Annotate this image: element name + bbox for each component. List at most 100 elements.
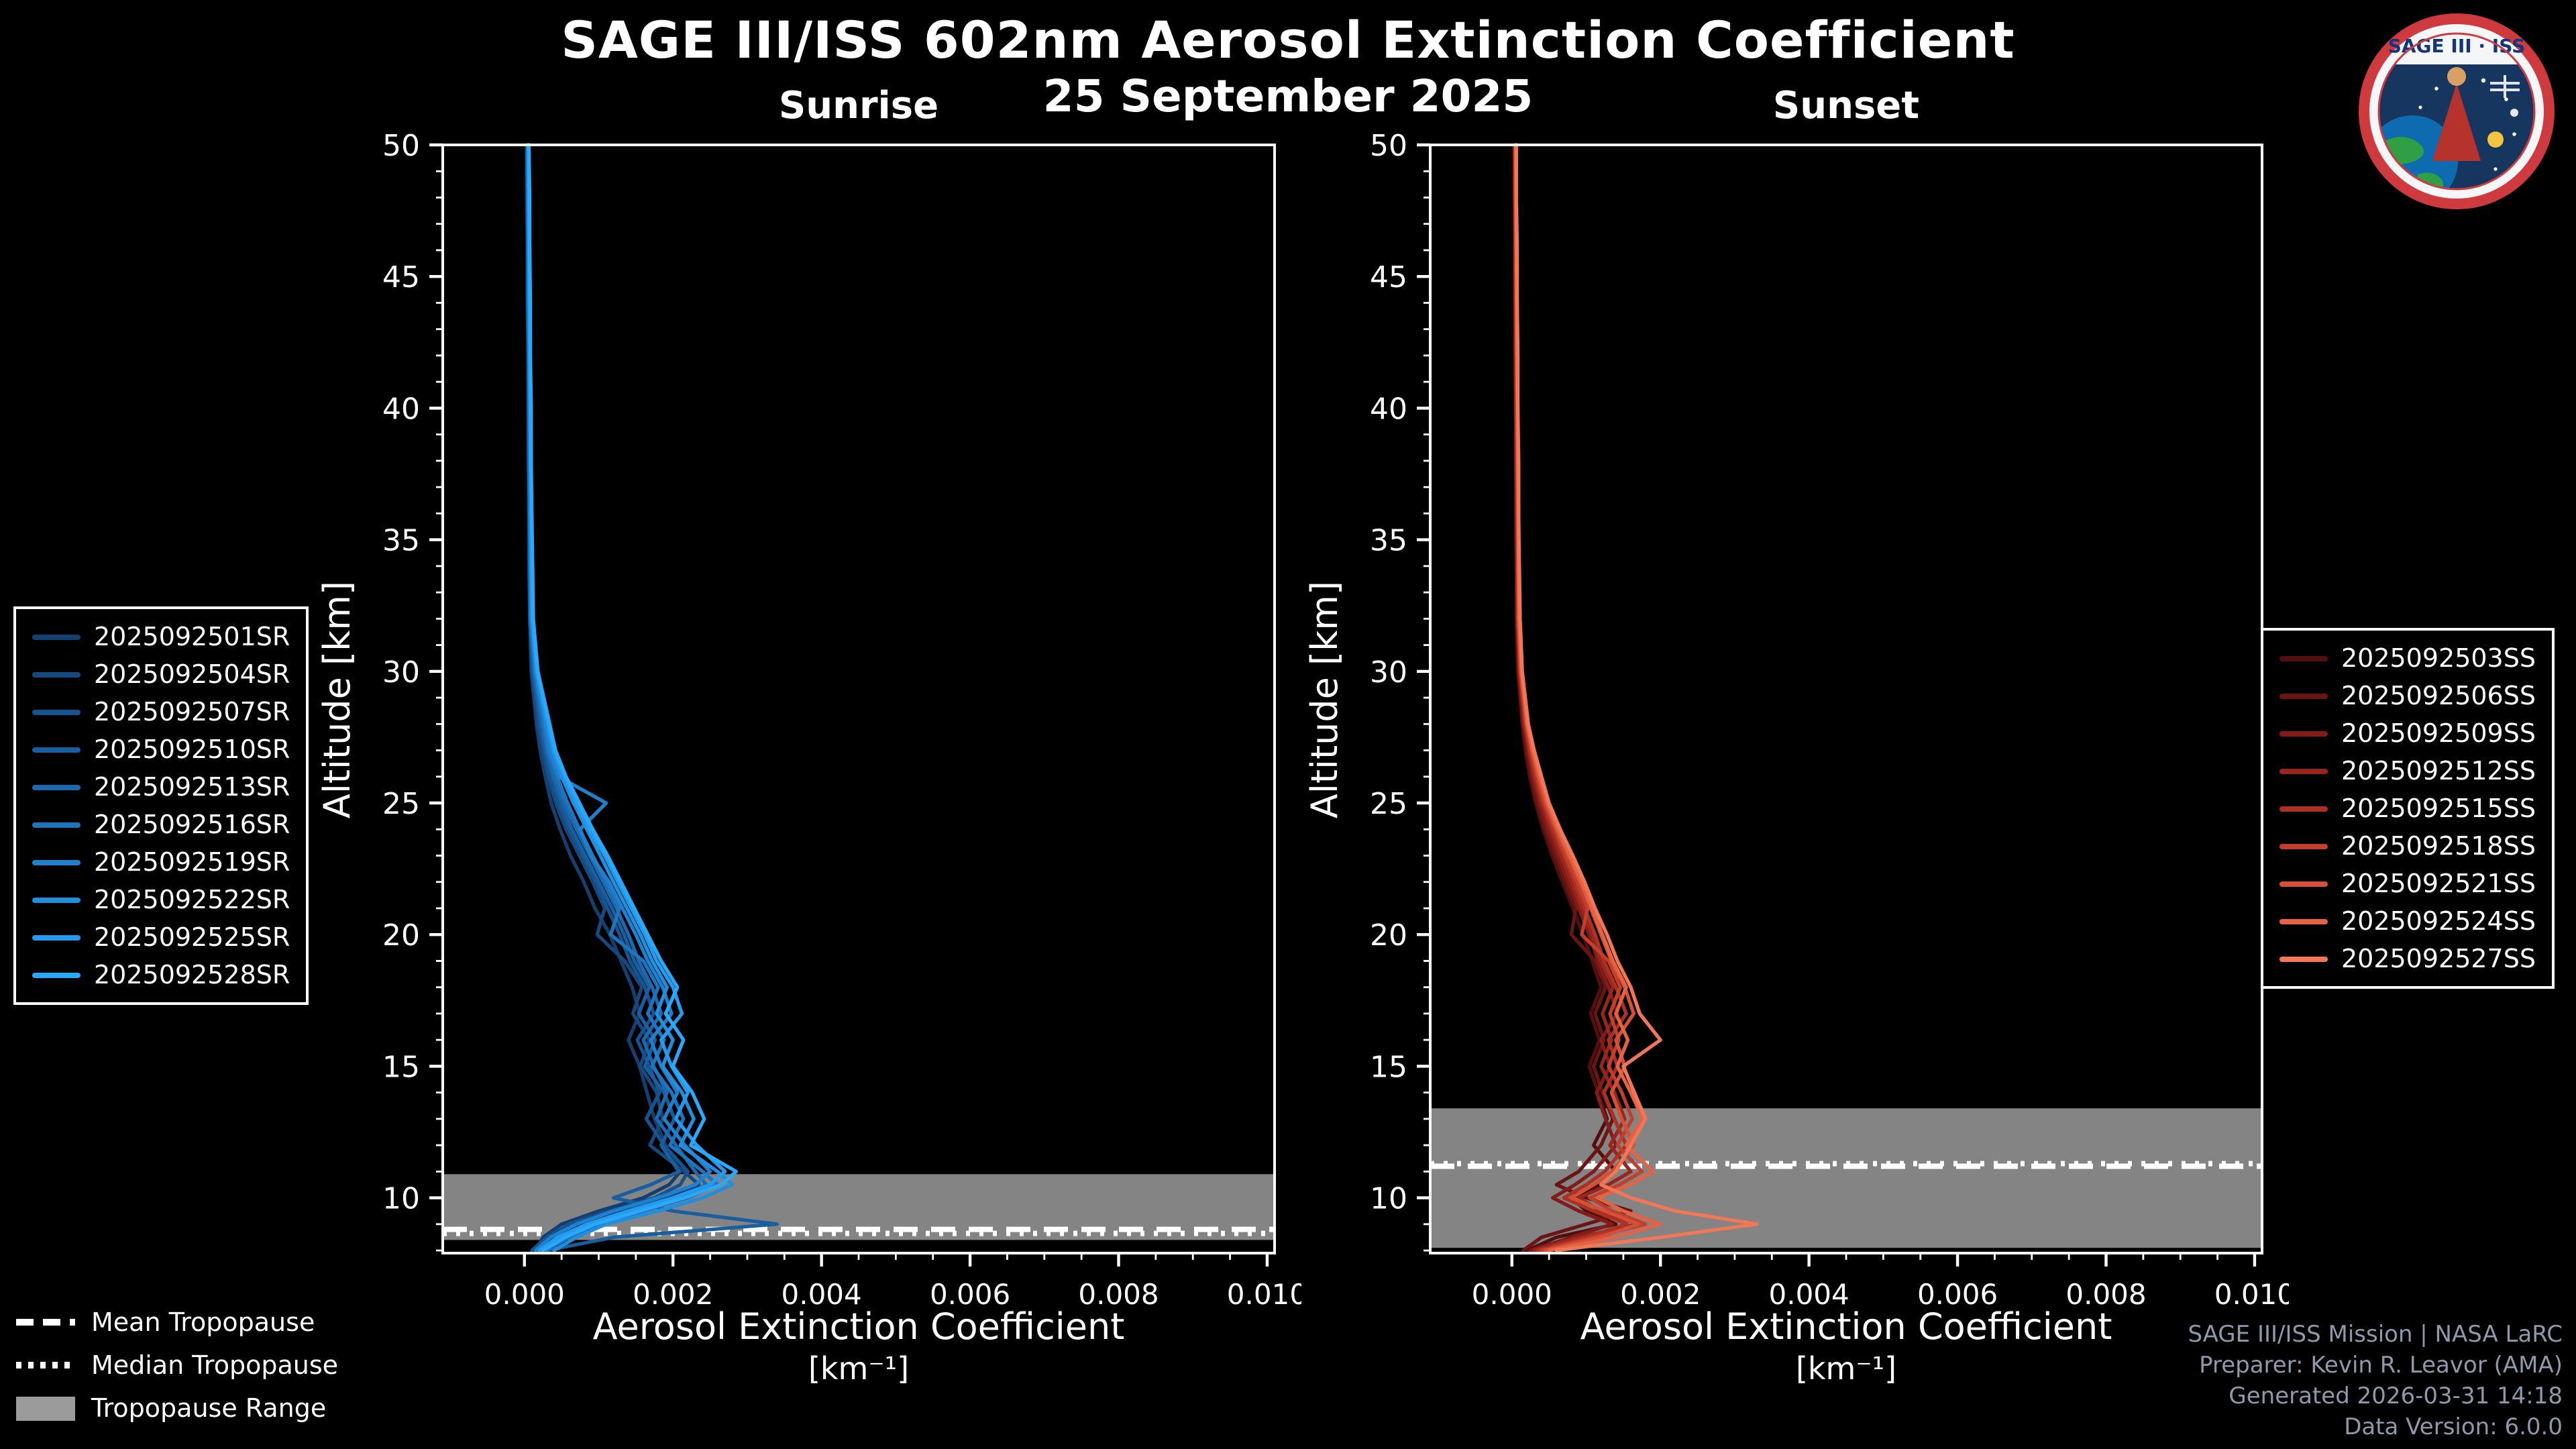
x-tick-label: 0.010 xyxy=(1227,1278,1301,1311)
y-tick-label: 40 xyxy=(382,392,420,426)
legend-label: 2025092518SS xyxy=(2341,831,2536,861)
legend-item: 2025092516SR xyxy=(32,808,290,841)
x-tick-label: 0.006 xyxy=(1917,1278,1998,1311)
profile-line-2025092509SS xyxy=(1513,143,1619,1252)
legend-item: 2025092525SR xyxy=(32,920,290,954)
legend-item: 2025092503SS xyxy=(2279,641,2536,675)
legend-label: 2025092510SR xyxy=(94,735,290,764)
tropopause-legend: Mean Tropopause Median Tropopause Tropopau… xyxy=(16,1304,338,1426)
tropopause-legend-label: Median Tropopause xyxy=(91,1350,338,1380)
x-tick-label: 0.004 xyxy=(782,1278,862,1311)
y-tick-label: 15 xyxy=(382,1050,420,1084)
legend-line-swatch xyxy=(2279,693,2328,698)
legend-item: 2025092507SR xyxy=(32,695,290,729)
legend-line-swatch xyxy=(2279,956,2328,961)
legend-line-swatch xyxy=(32,672,80,677)
dashed-swatch xyxy=(16,1319,75,1326)
legend-line-swatch xyxy=(32,972,80,977)
legend-label: 2025092501SR xyxy=(94,622,290,651)
legend-line-swatch xyxy=(2279,655,2328,661)
footer-credits: SAGE III/ISS Mission | NASA LaRC Preparer… xyxy=(2188,1320,2563,1444)
profile-line-2025092516SR xyxy=(526,143,720,1252)
y-tick-label: 10 xyxy=(1370,1182,1407,1216)
legend-line-swatch xyxy=(32,897,80,902)
legend-label: 2025092509SS xyxy=(2341,718,2536,748)
legend-label: 2025092521SS xyxy=(2341,869,2536,898)
legend-label: 2025092527SS xyxy=(2341,944,2536,973)
y-tick-label: 50 xyxy=(1370,129,1407,163)
x-tick-label: 0.008 xyxy=(1078,1278,1159,1311)
legend-label: 2025092503SS xyxy=(2341,643,2536,673)
logo-field xyxy=(2379,34,2534,189)
footer-line: Preparer: Kevin R. Leavor (AMA) xyxy=(2199,1352,2563,1379)
legend-label: 2025092516SR xyxy=(94,810,290,839)
legend-line-swatch xyxy=(32,784,80,790)
legend-label: 2025092504SR xyxy=(94,659,290,689)
logo-iss-sketch xyxy=(2490,75,2520,98)
logo-title-text: SAGE III · ISS xyxy=(2388,35,2526,57)
band-swatch xyxy=(16,1396,75,1420)
legend-line-swatch xyxy=(2279,881,2328,886)
profile-line-2025092506SS xyxy=(1512,143,1633,1252)
legend-item: 2025092506SS xyxy=(2279,679,2536,712)
legend-item: 2025092504SR xyxy=(32,657,290,691)
legend-line-swatch xyxy=(32,934,80,940)
figure-date: 25 September 2025 xyxy=(1042,70,1534,122)
legend-item: 2025092522SR xyxy=(32,883,290,916)
legend-item: 2025092524SS xyxy=(2279,904,2536,938)
footer-line: Data Version: 6.0.0 xyxy=(2344,1414,2563,1441)
profile-line-2025092527SS xyxy=(1514,143,1759,1252)
figure-title: SAGE III/ISS 602nm Aerosol Extinction Co… xyxy=(561,11,2015,70)
legend-line-swatch xyxy=(32,859,80,865)
sunrise-legend: 2025092501SR 2025092504SR 2025092507SR 2025… xyxy=(13,606,309,1005)
y-tick-label: 35 xyxy=(1370,524,1407,558)
x-tick-label: 0.008 xyxy=(2065,1278,2146,1311)
profile-line-2025092513SR xyxy=(525,143,708,1252)
profile-line-2025092521SS xyxy=(1513,143,1640,1252)
y-tick-label: 30 xyxy=(382,655,420,690)
y-tick-label: 40 xyxy=(1370,392,1407,426)
y-tick-label: 20 xyxy=(382,918,420,953)
x-tick-label: 0.002 xyxy=(633,1278,713,1311)
x-tick-label: 0.002 xyxy=(1620,1278,1701,1311)
legend-item: 2025092513SR xyxy=(32,770,290,804)
legend-item: 2025092518SS xyxy=(2279,829,2536,863)
legend-item: 2025092515SS xyxy=(2279,792,2536,825)
sunrise-x-axis-label: Aerosol Extinction Coefficient xyxy=(592,1307,1125,1348)
x-tick-label: 0.000 xyxy=(1472,1278,1552,1311)
legend-item: 2025092510SR xyxy=(32,733,290,766)
y-tick-label: 50 xyxy=(382,129,420,163)
y-tick-label: 45 xyxy=(382,260,420,294)
logo-figure xyxy=(2432,83,2481,161)
tropopause-legend-item: Tropopause Range xyxy=(16,1390,338,1426)
legend-label: 2025092512SS xyxy=(2341,756,2536,786)
legend-label: 2025092507SR xyxy=(94,697,290,727)
sunset-legend: 2025092503SS 2025092506SS 2025092509SS 2025… xyxy=(2260,628,2555,989)
legend-label: 2025092528SR xyxy=(94,960,290,989)
legend-item: 2025092528SR xyxy=(32,958,290,991)
legend-item: 2025092509SS xyxy=(2279,716,2536,750)
x-tick-label: 0.006 xyxy=(930,1278,1010,1311)
legend-item: 2025092527SS xyxy=(2279,942,2536,975)
sunrise-panel-title: Sunrise xyxy=(778,83,939,127)
y-tick-label: 15 xyxy=(1370,1050,1407,1084)
profile-line-2025092525SR xyxy=(527,143,727,1252)
tropopause-legend-item: Median Tropopause xyxy=(16,1347,338,1383)
profile-line-2025092528SR xyxy=(527,143,739,1252)
legend-label: 2025092524SS xyxy=(2341,906,2536,936)
legend-line-swatch xyxy=(2279,918,2328,924)
legend-label: 2025092519SR xyxy=(94,847,290,877)
sunrise-plot: 10 15 20 25 30 35 40 45 50 0.000 0.002 0.004 0.006 0.… xyxy=(382,129,1301,1311)
legend-line-swatch xyxy=(2279,806,2328,811)
legend-label: 2025092515SS xyxy=(2341,794,2536,823)
logo-sun xyxy=(2487,131,2504,148)
sage-iss-mission-logo-icon: SAGE III · ISS xyxy=(2359,13,2555,209)
x-tick-label: 0.010 xyxy=(2214,1278,2289,1311)
footer-line: SAGE III/ISS Mission | NASA LaRC xyxy=(2188,1322,2563,1348)
legend-item: 2025092501SR xyxy=(32,620,290,653)
tropopause-legend-label: Tropopause Range xyxy=(91,1393,327,1423)
sunset-x-axis-units: [km⁻¹] xyxy=(1795,1352,1897,1387)
tropopause-legend-item: Mean Tropopause xyxy=(16,1304,338,1340)
y-tick-label: 20 xyxy=(1370,918,1407,953)
